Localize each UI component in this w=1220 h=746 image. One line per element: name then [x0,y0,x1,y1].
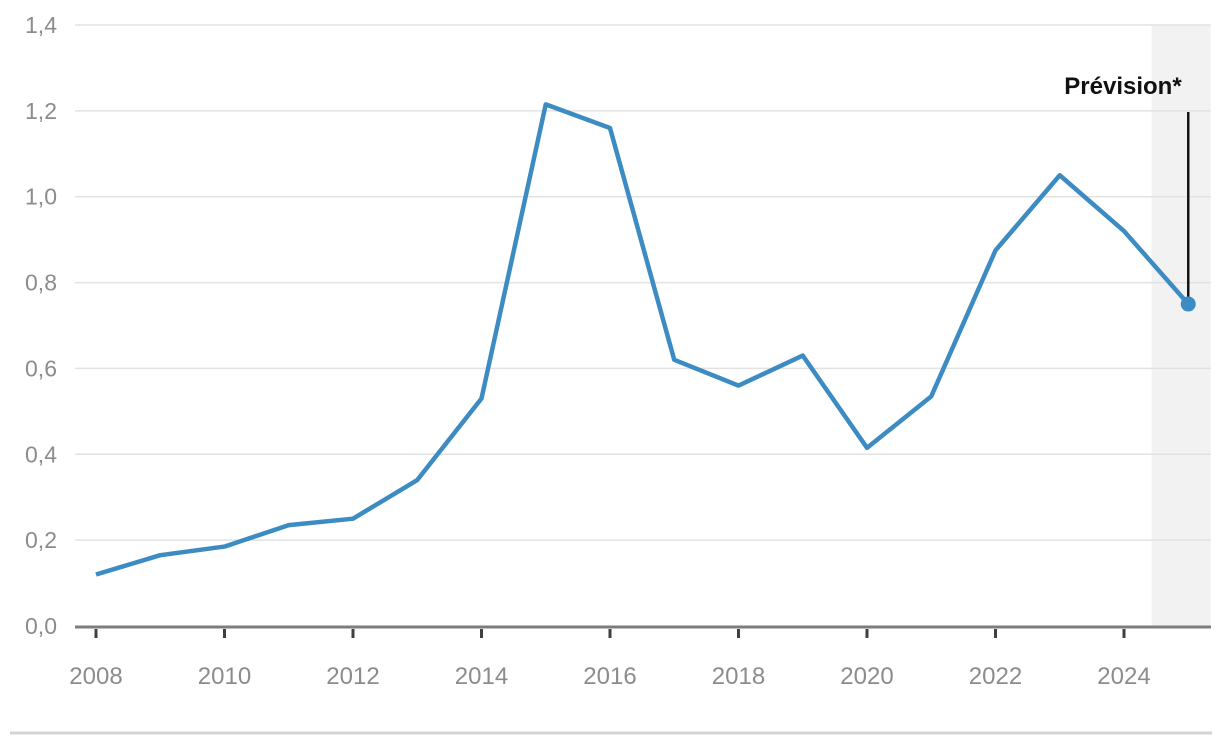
x-axis-label: 2024 [1097,663,1150,690]
y-axis-label: 0,0 [25,613,57,639]
x-axis-label: 2022 [969,663,1022,690]
y-axis-label: 0,4 [25,441,57,467]
y-axis-label: 0,6 [25,355,57,381]
annotation-label: Prévision* [1064,73,1182,100]
x-axis-label: 2020 [840,663,893,690]
x-axis-label: 2016 [583,663,636,690]
x-axis-label: 2012 [326,663,379,690]
x-axis-label: 2008 [69,663,122,690]
x-axis-label: 2018 [712,663,765,690]
y-axis-label: 1,2 [25,98,57,124]
y-axis-label: 1,4 [25,12,57,38]
forecast-point [1180,296,1196,312]
forecast-band [1151,25,1211,626]
x-axis-label: 2010 [198,663,251,690]
y-axis-label: 1,0 [25,184,57,210]
x-axis-label: 2014 [455,663,508,690]
y-axis-label: 0,2 [25,527,57,553]
data-line [95,102,1190,577]
chart-layers: 0,0 0,2 0,4 0,6 0,8 1,0 1,2 1,4 2008 2010 2012 2014… [10,12,1212,735]
y-axis-label: 0,8 [25,270,57,296]
